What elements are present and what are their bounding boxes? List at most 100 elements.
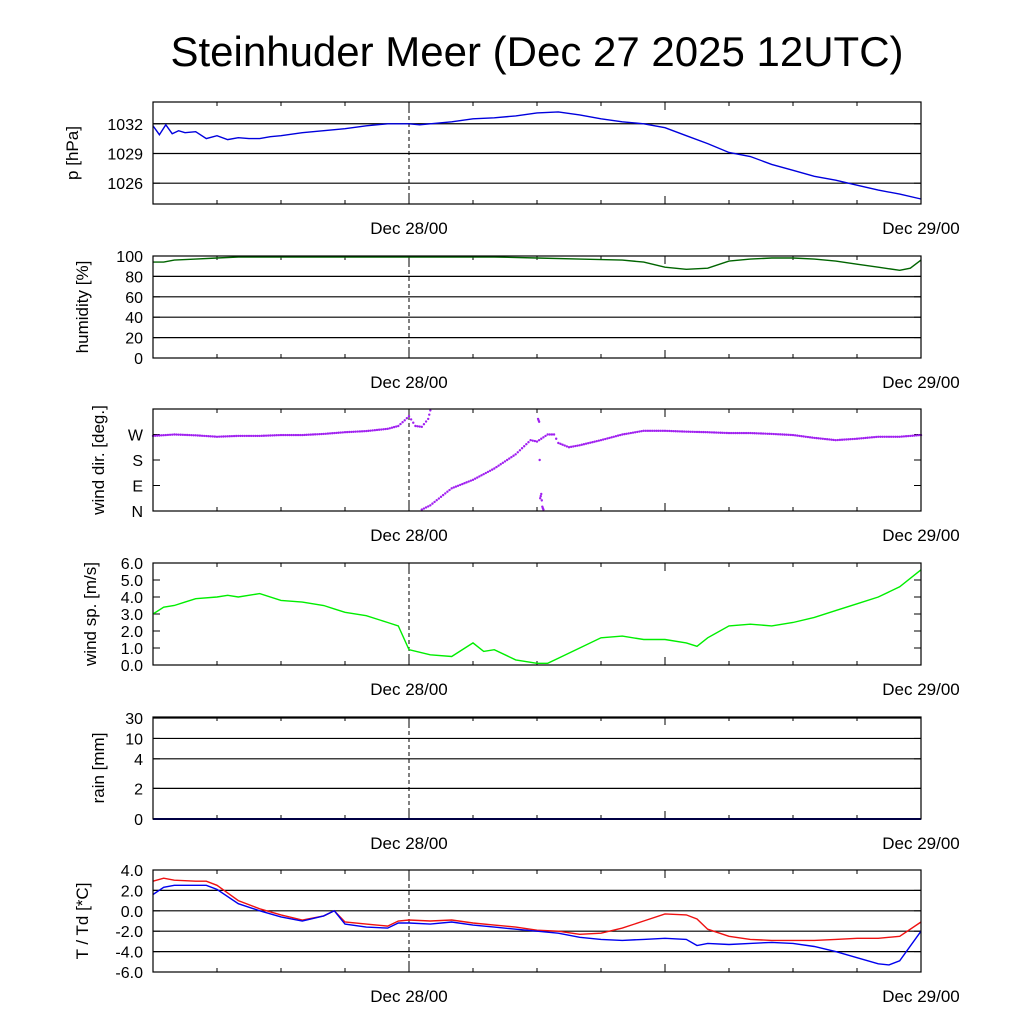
wind-dir-point: [587, 442, 590, 445]
wind-dir-point: [644, 429, 647, 433]
wind-dir-point: [339, 431, 342, 434]
wind-dir-point: [838, 438, 842, 442]
wind-dir-point: [582, 443, 586, 446]
wind-dir-point: [710, 431, 714, 434]
wind-dir-point: [179, 433, 182, 436]
y-tick-label: 0: [134, 351, 143, 368]
y-axis-label: humidity [%]: [73, 261, 92, 354]
wind-dir-point: [725, 431, 729, 435]
wind-dir-point: [828, 438, 831, 441]
wind-dir-point: [322, 432, 325, 436]
wind-dir-point: [781, 433, 784, 436]
wind-dir-point: [875, 435, 878, 439]
wind-dir-point: [382, 428, 385, 431]
wind-dir-point: [653, 429, 656, 433]
wind-dir-point: [539, 494, 542, 498]
wind-dir-point: [808, 436, 812, 439]
wind-dir-point: [736, 431, 739, 435]
wind-dir-point: [806, 435, 810, 439]
wind-dir-point: [870, 436, 874, 439]
wind-dir-point: [697, 430, 701, 434]
wind-dir-point: [318, 432, 321, 436]
x-tick-label: Dec 28/00: [370, 680, 448, 699]
y-tick-label: 10: [125, 731, 143, 748]
y-tick-label: 0.0: [121, 658, 143, 675]
wind-dir-point: [629, 431, 633, 435]
x-tick-label: Dec 29/00: [882, 526, 960, 545]
wind-dir-point: [847, 438, 850, 441]
wind-dir-point: [821, 437, 825, 441]
y-tick-label: 40: [125, 310, 143, 327]
wind-dir-point: [648, 429, 652, 433]
wind-dir-point: [384, 427, 387, 431]
wind-dir-point: [333, 431, 336, 435]
wind-dir-point: [902, 435, 906, 438]
wind-dir-point: [830, 438, 833, 441]
wind-dir-point: [779, 433, 782, 436]
y-tick-label: 0: [134, 812, 143, 829]
wind-dir-point: [538, 458, 541, 462]
wind-dir-point: [326, 432, 330, 435]
wind-dir-point: [290, 433, 293, 437]
wind-dir-point: [540, 492, 543, 496]
wind-dir-point: [420, 425, 423, 429]
x-tick-label: Dec 29/00: [882, 987, 960, 1006]
wind-dir-point: [798, 434, 801, 438]
wind-dir-point: [727, 431, 731, 435]
x-tick-label: Dec 29/00: [882, 219, 960, 238]
wind-dir-point: [437, 497, 441, 500]
wind-dir-point: [764, 432, 767, 435]
wind-dir-point: [885, 435, 889, 438]
wind-dir-point: [177, 433, 180, 436]
wind-dir-point: [832, 438, 835, 442]
wind-dir-point: [689, 430, 692, 433]
wind-dir-point: [286, 433, 289, 437]
wind-dir-point: [783, 433, 786, 436]
panel-frame: [152, 562, 922, 666]
wind-dir-point: [608, 436, 611, 440]
wind-dir-point: [819, 437, 822, 440]
y-tick-label: -2.0: [115, 924, 143, 941]
wind-dir-point: [456, 484, 460, 487]
wind-dir-point: [309, 433, 313, 436]
wind-dir-point: [452, 486, 455, 489]
wind-dir-point: [401, 421, 404, 424]
wind-dir-point: [802, 435, 805, 438]
wind-dir-point: [173, 433, 176, 436]
wind-dir-point: [753, 432, 756, 435]
y-axis-label: wind dir. [deg.]: [89, 405, 108, 516]
wind-dir-point: [294, 433, 298, 437]
y-tick-label: 1.0: [121, 641, 143, 658]
wind-dir-point: [441, 493, 445, 497]
x-tick-label: Dec 29/00: [882, 373, 960, 392]
y-tick-label: 100: [116, 249, 143, 266]
wind-dir-point: [281, 433, 285, 437]
wind-dir-point: [448, 488, 451, 492]
wind-dir-point: [273, 434, 276, 437]
y-tick-label: 2.0: [121, 624, 143, 641]
wind-dir-point: [815, 436, 818, 440]
wind-dir-point: [232, 434, 236, 438]
wind-dir-point: [642, 429, 645, 433]
wind-dir-point: [717, 431, 720, 434]
x-tick-label: Dec 28/00: [370, 219, 448, 238]
y-tick-label: E: [132, 479, 143, 496]
wind-dir-point: [211, 435, 214, 438]
wind-dir-point: [898, 435, 901, 438]
wind-dir-point: [424, 506, 428, 509]
wind-dir-point: [427, 417, 430, 421]
wind-dir-point: [220, 435, 223, 438]
y-axis-label: T / Td [*C]: [73, 883, 92, 960]
wind-dir-point: [695, 430, 699, 434]
wind-dir-point: [380, 428, 383, 431]
wind-dir-point: [267, 434, 270, 437]
wind-dir-point: [663, 429, 667, 433]
wind-dir-point: [345, 430, 349, 434]
wind-dir-point: [836, 438, 839, 442]
y-tick-label: 3.0: [121, 607, 143, 624]
y-tick-label: 1032: [107, 117, 143, 134]
y-tick-label: 4.0: [121, 863, 143, 880]
wind-dir-point: [610, 436, 613, 439]
wind-dir-point: [420, 508, 423, 511]
